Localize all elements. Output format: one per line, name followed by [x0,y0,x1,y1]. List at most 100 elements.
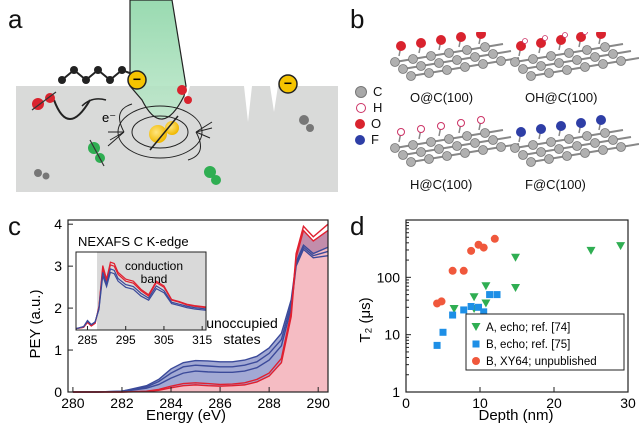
hydrogen-atom [522,38,528,44]
inset-x-tick-label: 295 [116,333,136,347]
inset-x-tick-label: 315 [192,333,212,347]
hydrogen-atom [542,35,548,41]
inset-series-line [75,264,207,330]
carbon-atom [406,71,416,81]
data-point [616,242,626,251]
data-point [448,266,457,275]
data-point [433,341,441,349]
terminating-atom [596,115,606,125]
carbon-atom [528,140,538,150]
structure-label-f: F@C(100) [525,177,586,192]
panel-letter-d: d [350,211,365,241]
data-point [486,291,494,299]
legend-marker [471,323,481,331]
c-plot-frame [67,219,329,393]
carbon-atom [562,151,572,161]
carbon-atom [608,135,618,145]
dipole-field-lines [107,103,213,161]
unoccupied-label: unoccupied [206,315,278,331]
carbon-atom [478,59,488,69]
states-label: states [223,331,260,347]
inset-frame [75,251,207,331]
carbon-atom [518,64,528,74]
terminating-atom [476,29,486,39]
c-x-tick-label: 288 [257,395,281,411]
surface-structures [390,26,639,167]
data-point [437,297,446,306]
carbon-atom [460,62,470,72]
carbon-atom [470,52,480,62]
carbon-atom [616,142,626,152]
carbon-atom [416,61,426,71]
carbon-atom [564,134,574,144]
carbon-atom [424,154,434,164]
carbon-atom [564,48,574,58]
d-y-axis-label: T₂ (μs) [357,297,374,342]
electron-label: e⁻ [102,110,116,125]
carbon-atom [562,65,572,75]
carbon-atom [426,51,436,61]
carbon-atom [526,71,536,81]
hydrogen-atom [582,29,588,35]
structure-label-h: H@C(100) [410,177,473,192]
conduction-label: conduction [125,259,183,273]
structure-label-o: O@C(100) [410,90,474,105]
gray-spin-icon-2 [299,115,314,132]
d-legend: A, echo; ref. [74] B, echo; ref. [75] B, X… [465,313,625,371]
hydrogen-atom [562,32,568,38]
data-point [467,246,476,255]
d-y-tick-label: 10 [384,327,400,343]
carbon-atom [544,68,554,78]
band-label: band [141,272,168,286]
carbon-atom [488,135,498,145]
terminating-atom [576,32,586,42]
carbon-atom [390,143,400,153]
carbon-atom [444,48,454,58]
carbon-atom [518,150,528,160]
terminating-atom [396,41,406,51]
data-point [449,305,459,314]
terminating-atom [596,29,606,39]
carbon-atom [544,154,554,164]
terminating-atom [576,118,586,128]
carbon-atom [426,137,436,147]
c-y-tick-label: 1 [54,342,62,358]
carbon-atom [406,157,416,167]
data-point [493,291,501,299]
carbon-atom [546,137,556,147]
terminating-atom [516,127,526,137]
panel-letter-c: c [8,211,21,241]
surface-structure [510,115,639,167]
green-spin-icon-2 [204,166,221,185]
surface-structure [390,116,520,167]
carbon-atom [496,142,506,152]
t2-depth-chart: Depth (nm) T₂ (μs) 0 10 20 30 1 10 100 A, echo;… [357,219,636,424]
data-point [460,306,468,314]
carbon-atom [510,143,520,153]
carbon-atom [554,58,564,68]
data-point [490,234,499,243]
carbon-atom [580,148,590,158]
nexafs-chart: Energy (eV) PEY (a.u.) unoccupied states… [30,216,330,424]
carbon-atom [582,45,592,55]
terminating-atom [417,125,425,133]
carbon-atom [496,56,506,66]
carbon-atom [510,57,520,67]
carbon-atom [480,42,490,52]
negative-charge-icon-2: − [278,74,298,94]
d-y-tick-label: 100 [377,269,401,285]
terminating-atom [556,121,566,131]
data-point [481,282,491,291]
inset-series-line [75,271,207,330]
data-point [439,328,447,336]
carbon-atom [478,145,488,155]
data-point [469,293,479,302]
data-point [480,308,488,316]
carbon-atom [546,51,556,61]
carbon-atom [598,59,608,69]
panel-b: C H O F O@C(100) OH@C(100) H@C(100) F@C(… [355,26,639,202]
carbon-atom [590,52,600,62]
data-point [511,253,521,262]
legend-item-carbon: C [355,84,382,100]
fluorine-atom-icon [355,135,365,145]
